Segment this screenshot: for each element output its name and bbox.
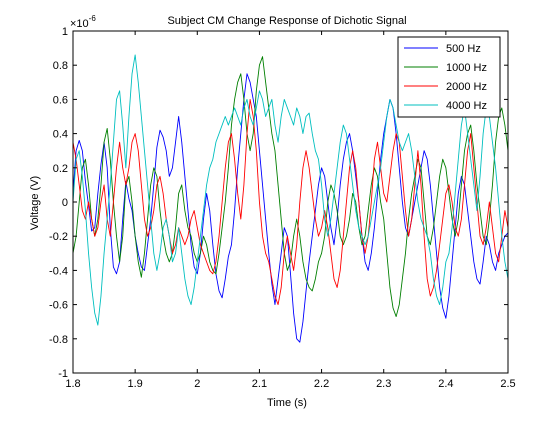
y-tick-label: 0.6 <box>53 94 68 106</box>
series-lines <box>73 54 508 343</box>
x-tick-label: 2.4 <box>438 378 453 390</box>
y-tick-label: -0.8 <box>49 334 68 346</box>
y-tick-label: 0.8 <box>53 60 68 72</box>
y-exponent-base: ×10 <box>70 18 89 30</box>
legend: 500 Hz 1000 Hz 2000 Hz 4000 Hz <box>397 36 501 118</box>
legend-label: 500 Hz <box>446 43 481 55</box>
y-tick-label: 0 <box>62 197 68 209</box>
legend-label: 1000 Hz <box>446 62 487 74</box>
y-exponent-power: -6 <box>89 14 97 23</box>
legend-label: 2000 Hz <box>446 81 487 93</box>
x-tick-label: 2.1 <box>252 378 267 390</box>
x-axis-label: Time (s) <box>267 397 307 409</box>
y-tick-label: 0.2 <box>53 163 68 175</box>
x-tick-label: 2.5 <box>500 378 515 390</box>
legend-box <box>397 36 501 118</box>
y-tick-label: 0.4 <box>53 129 68 141</box>
x-tick-label: 1.8 <box>65 378 80 390</box>
y-axis-exponent: ×10-6 <box>70 14 96 30</box>
legend-label: 4000 Hz <box>446 100 487 112</box>
y-tick-label: -0.2 <box>49 231 68 243</box>
y-tick-label: -1 <box>58 368 68 380</box>
x-tick-label: 1.9 <box>127 378 142 390</box>
y-tick-label: -0.6 <box>49 300 68 312</box>
series-line-3 <box>73 98 508 306</box>
y-tick-label: -0.4 <box>49 265 68 277</box>
x-tick-label: 2 <box>194 378 200 390</box>
y-axis-label: Voltage (V) <box>29 176 41 230</box>
series-line-4 <box>73 54 508 326</box>
axis-ticks-group: 1.8 1.9 2 2.1 2.2 2.3 2.4 2.5 -1 -0.8 -0.6 -0.4 -0.2… <box>49 26 516 390</box>
x-tick-label: 2.3 <box>376 378 391 390</box>
series-line-2 <box>73 56 508 318</box>
chart-title: Subject CM Change Response of Dichotic S… <box>167 15 406 27</box>
x-tick-label: 2.2 <box>314 378 329 390</box>
y-tick-label: 1 <box>62 26 68 38</box>
series-line-1 <box>73 73 508 343</box>
